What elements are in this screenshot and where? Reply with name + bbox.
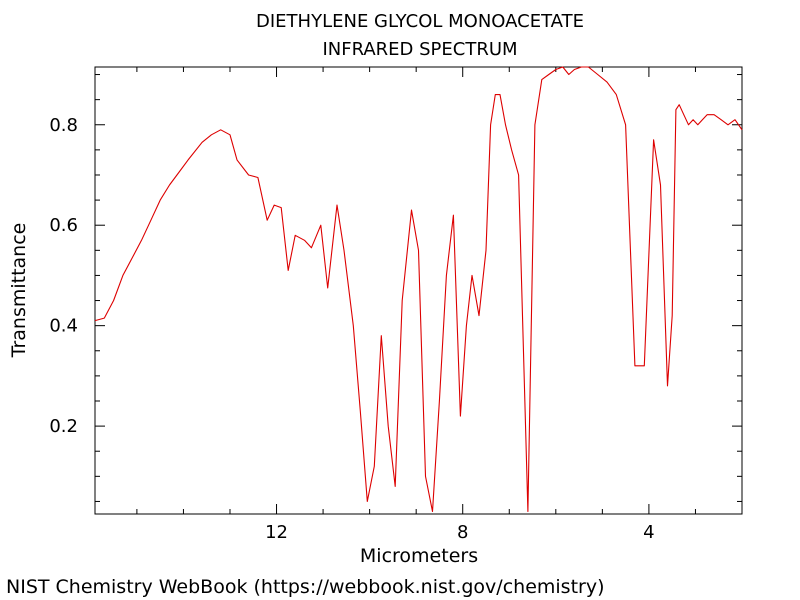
tick-labels: 12 8 4 0.2 0.4 0.6 0.8 [49,115,654,543]
x-axis-label: Micrometers [360,545,478,567]
x-tick-label: 12 [265,522,288,543]
y-tick-label: 0.6 [49,215,78,236]
chart-subtitle: INFRARED SPECTRUM [322,39,518,60]
plot-frame [94,66,743,515]
source-credit: NIST Chemistry WebBook (https://webbook.… [6,576,605,598]
y-tick-label: 0.2 [49,416,78,437]
y-axis-label: Transmittance [8,223,30,359]
axis-ticks [95,67,743,514]
x-tick-label: 8 [457,522,468,543]
spectrum-line [94,66,743,513]
x-tick-label: 4 [643,522,654,543]
y-tick-label: 0.8 [49,115,78,136]
chart-title: DIETHYLENE GLYCOL MONOACETATE [256,11,584,32]
y-tick-label: 0.4 [49,316,78,337]
